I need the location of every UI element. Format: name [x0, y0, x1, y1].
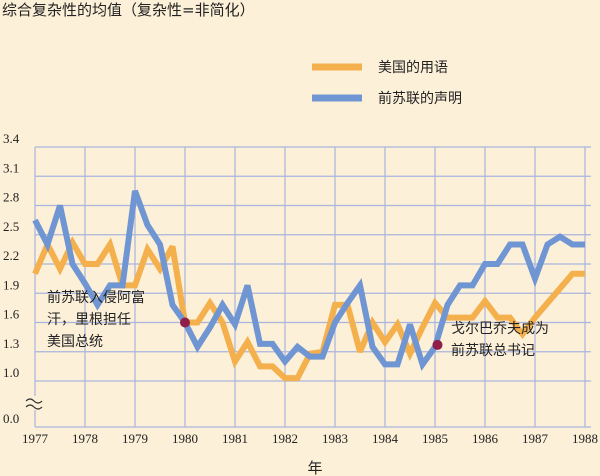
y-axis-break	[22, 396, 43, 410]
y-tick-label: 1.0	[3, 365, 19, 380]
x-tick-label: 1981	[222, 431, 248, 446]
x-tick-label: 1978	[72, 431, 98, 446]
event-marker-1	[432, 339, 443, 350]
x-axis-title: 年	[307, 459, 322, 476]
annotation-line: 美国总统	[47, 334, 103, 350]
chart-title: 综合复杂性的均值（复杂性=非简化）	[2, 1, 255, 19]
y-tick-label: 3.4	[3, 131, 20, 146]
y-tick-label: 1.9	[3, 277, 19, 292]
y-tick-label: 2.8	[3, 190, 19, 205]
annotation-line: 汗，里根担任	[47, 312, 131, 328]
x-tick-label: 1977	[22, 431, 49, 446]
annotation-line: 前苏联总书记	[451, 342, 535, 359]
legend-label-1: 前苏联的声明	[378, 90, 462, 107]
x-tick-label: 1984	[372, 431, 399, 446]
axis-break-mark	[25, 398, 43, 404]
x-tick-label: 1987	[522, 431, 549, 446]
y-tick-label: 3.1	[3, 160, 19, 175]
x-tick-label: 1985	[422, 431, 448, 446]
x-tick-label: 1983	[322, 431, 348, 446]
y-axis-ticks: 0.0 1.0 1.3 1.6 1.9 2.2 2.5 2.8 3.1 3.4	[3, 131, 20, 426]
x-tick-label: 1979	[122, 431, 148, 446]
x-axis-ticks: 1977 1978 1979 1980 1981 1982 1983 1984 1985 1986…	[22, 431, 598, 446]
legend-label-0: 美国的用语	[378, 60, 448, 76]
axis-break-mark	[25, 404, 43, 410]
y-tick-label: 1.3	[3, 336, 19, 351]
series-line-1	[32, 189, 585, 372]
event-marker-0	[180, 317, 190, 328]
x-tick-label: 1982	[272, 431, 298, 446]
annotation-line: 前苏联入侵阿富	[47, 289, 145, 306]
x-tick-label: 1980	[172, 431, 198, 446]
series-lines	[32, 189, 585, 382]
y-tick-label: 2.5	[3, 219, 19, 234]
y-tick-label: 1.6	[3, 307, 20, 322]
y-tick-label: 2.2	[3, 248, 19, 263]
x-tick-label: 1988	[572, 431, 598, 446]
annotation-line: 戈尔巴乔夫成为	[451, 321, 549, 337]
x-tick-label: 1986	[472, 431, 499, 446]
y-tick-label: 0.0	[3, 411, 19, 426]
